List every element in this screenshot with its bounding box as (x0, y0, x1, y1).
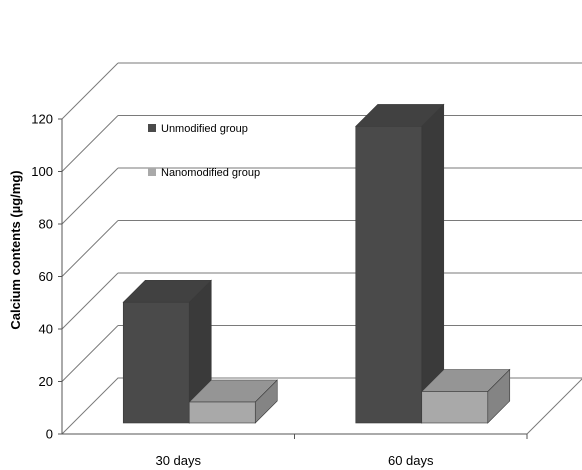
legend-label: Nanomodified group (161, 167, 260, 179)
bar (188, 401, 256, 424)
y-tick-label: 80 (39, 217, 53, 232)
gridline-side (61, 220, 119, 277)
gridline-side (61, 167, 119, 225)
y-tick-label: 60 (39, 269, 53, 284)
gridline-side (61, 272, 119, 330)
y-tick-label: 120 (31, 112, 53, 127)
gridline-side (61, 325, 119, 382)
gridline-side (61, 62, 119, 120)
y-tick-label: 0 (46, 427, 53, 442)
bar (355, 126, 423, 424)
x-category-labels: 30 days 60 days (155, 453, 434, 468)
legend-label: Unmodified group (161, 123, 248, 135)
legend-swatch (148, 168, 156, 176)
y-tick-label: 100 (31, 164, 53, 179)
x-category-label: 60 days (388, 453, 434, 468)
bar (122, 301, 190, 424)
legend-swatch (148, 124, 156, 132)
gridline-side (61, 115, 119, 172)
bar (421, 391, 489, 424)
x-category-label: 30 days (155, 453, 201, 468)
y-tick-label: 40 (39, 322, 53, 337)
axes (58, 118, 528, 439)
y-tick-label: 20 (39, 374, 53, 389)
y-axis-label: Calcium contents (µg/mg) (8, 170, 23, 329)
y-tick-labels: 0 20 40 60 80 100 120 (31, 112, 53, 442)
bars (122, 103, 511, 424)
legend: Unmodified group Nanomodified group (148, 123, 260, 179)
